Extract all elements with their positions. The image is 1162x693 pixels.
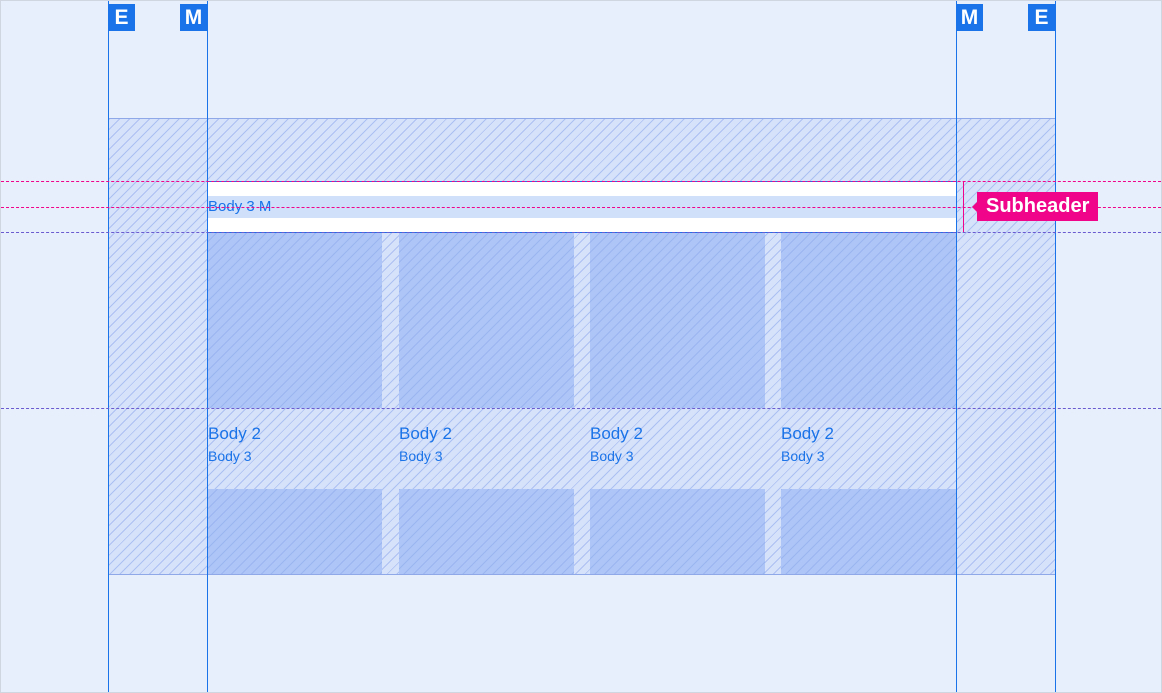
card-title: Body 2: [399, 424, 452, 443]
guide-line: [1, 232, 1161, 233]
tile: [399, 232, 574, 408]
tile: [207, 232, 382, 408]
card-subtitle: Body 3: [208, 448, 252, 464]
margin-marker: M: [180, 4, 207, 31]
tile: [399, 489, 574, 574]
edge-marker: E: [1028, 4, 1055, 31]
guide-line: [1, 408, 1161, 409]
card-subtitle: Body 3: [781, 448, 825, 464]
tile: [207, 489, 382, 574]
subheader-text: Body 3 M: [208, 198, 272, 215]
pointer-arrow-icon: [972, 202, 977, 212]
height-bracket: [963, 181, 964, 232]
baseline-guide: [1, 207, 1161, 208]
margin-line: [207, 1, 208, 692]
card-subtitle: Body 3: [590, 448, 634, 464]
tile: [590, 232, 765, 408]
tile: [781, 489, 956, 574]
edge-line: [108, 1, 109, 692]
edge-marker: E: [108, 4, 135, 31]
card-subtitle: Body 3: [399, 448, 443, 464]
card-title: Body 2: [208, 424, 261, 443]
tile: [781, 232, 956, 408]
subheader-annotation: Subheader: [972, 192, 1099, 221]
subheader-label: Subheader: [986, 195, 1090, 217]
margin-marker: M: [956, 4, 983, 31]
card-title: Body 2: [781, 424, 834, 443]
card-title: Body 2: [590, 424, 643, 443]
guide-line: [1, 181, 1161, 182]
tile: [590, 489, 765, 574]
margin-line: [956, 1, 957, 692]
edge-line: [1055, 1, 1056, 692]
